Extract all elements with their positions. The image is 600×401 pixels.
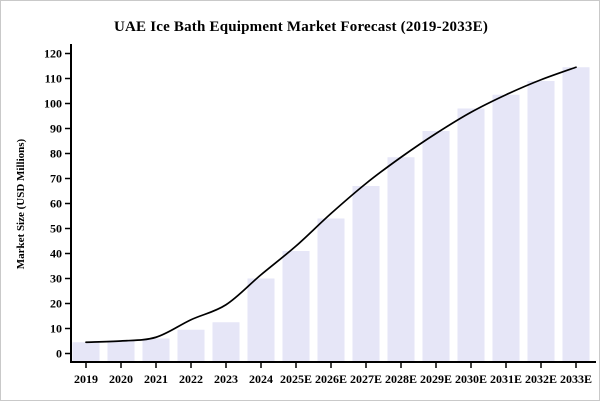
bar-2030E — [457, 108, 485, 362]
y-tick-label: 110 — [45, 72, 62, 86]
x-tick-label: 2030E — [455, 372, 487, 386]
x-tick-label: 2023 — [214, 372, 238, 386]
y-tick-label: 40 — [50, 247, 62, 261]
bar-2027E — [352, 186, 380, 362]
y-tick-label: 100 — [44, 97, 62, 111]
bar-2021 — [142, 338, 170, 362]
bar-2032E — [527, 81, 555, 362]
chart-title: UAE Ice Bath Equipment Market Forecast (… — [113, 19, 489, 35]
y-tick-label: 10 — [50, 322, 62, 336]
bar-2026E — [317, 218, 345, 362]
bar-2031E — [492, 94, 520, 362]
bar-2025E — [282, 251, 310, 362]
y-tick-label: 70 — [50, 172, 62, 186]
x-tick-label: 2031E — [490, 372, 522, 386]
x-tick-label: 2028E — [385, 372, 417, 386]
y-tick-label: 20 — [50, 297, 62, 311]
y-tick-label: 30 — [50, 272, 62, 286]
x-tick-label: 2026E — [315, 372, 347, 386]
x-tick-label: 2024 — [249, 372, 273, 386]
bar-2023 — [212, 322, 240, 362]
x-tick-label: 2021 — [144, 372, 168, 386]
x-tick-label: 2032E — [525, 372, 557, 386]
y-tick-label: 60 — [50, 197, 62, 211]
bar-2029E — [422, 131, 450, 362]
y-tick-label: 120 — [44, 47, 62, 61]
y-tick-label: 50 — [50, 222, 62, 236]
y-tick-label: 0 — [56, 347, 62, 361]
x-tick-label: 2025E — [280, 372, 312, 386]
x-tick-label: 2019 — [74, 372, 98, 386]
bar-2022 — [177, 329, 205, 362]
y-tick-label: 90 — [50, 122, 62, 136]
x-tick-label: 2022 — [179, 372, 203, 386]
trend-line — [85, 66, 577, 344]
x-tick-label: 2029E — [420, 372, 452, 386]
bar-2024 — [247, 278, 275, 362]
bar-2028E — [387, 157, 415, 362]
x-tick-label: 2027E — [350, 372, 382, 386]
bar-2019 — [72, 342, 100, 362]
bar-2020 — [107, 341, 135, 362]
x-tick-label: 2033E — [560, 372, 592, 386]
x-tick-label: 2020 — [109, 372, 133, 386]
y-tick-label: 80 — [50, 147, 62, 161]
bar-2033E — [562, 67, 590, 362]
axes-spines — [70, 44, 596, 363]
